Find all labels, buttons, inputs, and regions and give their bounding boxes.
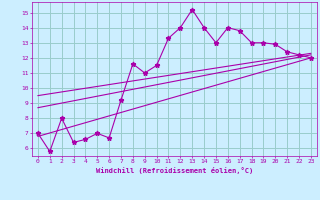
X-axis label: Windchill (Refroidissement éolien,°C): Windchill (Refroidissement éolien,°C) <box>96 167 253 174</box>
